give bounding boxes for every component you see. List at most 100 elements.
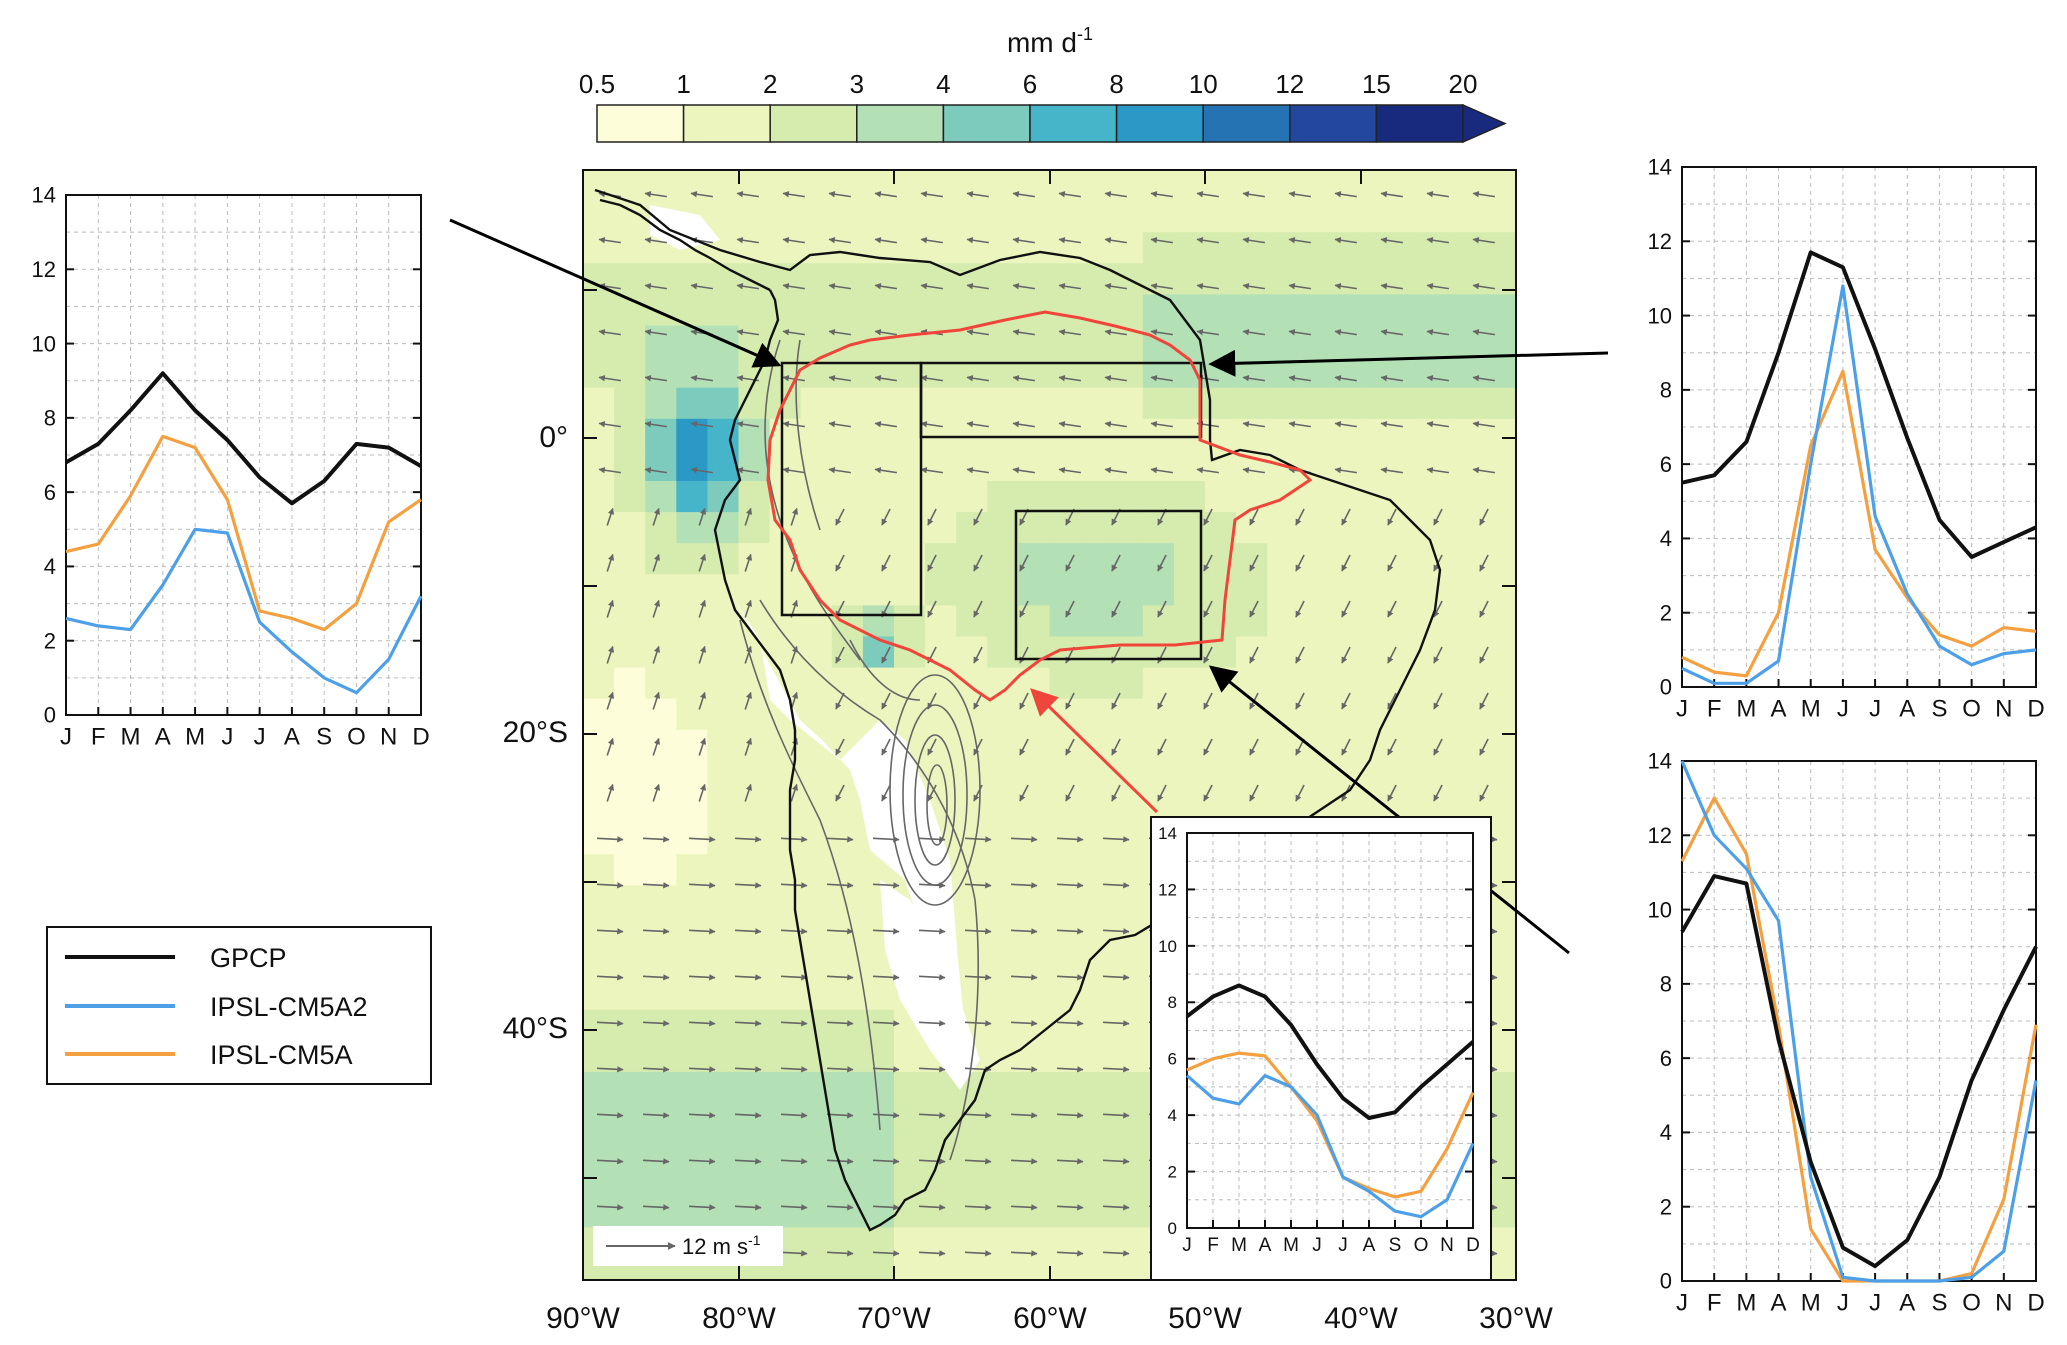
wind-vector xyxy=(1472,375,1495,382)
precip-cell xyxy=(1298,605,1330,638)
precip-cell xyxy=(769,232,802,264)
precip-cell xyxy=(831,636,864,669)
wind-vector xyxy=(1058,467,1081,474)
wind-vector xyxy=(1157,554,1167,572)
precip-cell xyxy=(1205,356,1237,389)
y-tick-label: 12 xyxy=(32,257,56,282)
wind-vector xyxy=(744,645,753,664)
arrow-to-amazon-basin xyxy=(1030,688,1159,814)
precip-cell xyxy=(1453,667,1486,700)
precip-cell xyxy=(1142,481,1175,513)
precip-cell xyxy=(1049,543,1082,575)
colorbar-tick-label: 15 xyxy=(1362,69,1391,99)
x-tick-label: D xyxy=(2027,1290,2044,1317)
wind-vector xyxy=(1433,646,1443,664)
precip-cell xyxy=(1080,512,1113,544)
precip-cell xyxy=(1236,574,1268,606)
wind-vector xyxy=(1295,692,1305,710)
precip-cell xyxy=(614,1071,646,1104)
precip-cell xyxy=(800,170,833,202)
precip-cell xyxy=(707,294,740,327)
wind-vector xyxy=(642,1112,670,1119)
precip-cell xyxy=(987,201,1019,233)
wind-vector xyxy=(1479,646,1489,664)
precip-cell xyxy=(769,605,802,638)
wind-vector xyxy=(1288,421,1311,428)
south-america-coastline xyxy=(594,188,1442,1232)
wind-vector xyxy=(1433,784,1443,802)
precip-cell xyxy=(800,1258,833,1280)
precip-cell xyxy=(1267,667,1299,700)
precip-cell xyxy=(1018,1227,1051,1260)
precip-cell xyxy=(831,294,864,327)
precip-cell xyxy=(1391,698,1424,731)
wind-vector xyxy=(644,191,667,198)
colorbar-cell xyxy=(769,104,858,143)
precip-cell xyxy=(1298,201,1330,233)
precip-cell xyxy=(1111,232,1144,264)
colorbar-cell xyxy=(942,104,1031,143)
precip-cell xyxy=(956,294,988,327)
wind-vector xyxy=(1104,421,1127,428)
colorbar-cells xyxy=(596,103,1507,144)
precip-cell xyxy=(1018,263,1051,295)
wind-vector xyxy=(642,928,670,935)
y-tick-label: 14 xyxy=(1648,155,1672,180)
wind-vector xyxy=(1056,1204,1084,1211)
precip-cell xyxy=(738,916,771,949)
wind-vector xyxy=(598,237,621,244)
precip-cell xyxy=(1049,170,1082,202)
precip-cell xyxy=(1298,418,1330,451)
wind-vector xyxy=(1341,646,1351,664)
precip-cell xyxy=(1018,387,1051,420)
y-tick-label: 0 xyxy=(1660,1269,1672,1294)
precip-cell xyxy=(831,481,864,513)
precip-cell xyxy=(738,1071,771,1104)
precip-cell xyxy=(645,543,677,575)
wind-vector xyxy=(1387,738,1397,756)
lat-label: 40°S xyxy=(503,1012,568,1045)
x-tick-label: F xyxy=(1707,696,1722,723)
wind-vector xyxy=(1157,738,1167,756)
precip-cell xyxy=(1049,449,1082,482)
wind-vector xyxy=(1295,646,1305,664)
precip-cell xyxy=(645,1009,677,1042)
precip-cell xyxy=(1329,636,1362,669)
precip-cell xyxy=(956,574,988,606)
precip-cell xyxy=(956,854,988,886)
y-tick-label: 8 xyxy=(1660,378,1672,403)
wind-vector xyxy=(1196,237,1219,244)
precip-cell xyxy=(987,1103,1019,1135)
precip-cell xyxy=(1329,232,1362,264)
wind-vector xyxy=(1056,1158,1084,1165)
precip-cell xyxy=(1453,201,1486,233)
precip-cell xyxy=(1049,481,1082,513)
precip-cell xyxy=(1049,232,1082,264)
wind-vector xyxy=(780,1250,808,1257)
wind-vector xyxy=(826,1158,854,1165)
precip-cell xyxy=(1111,885,1144,917)
precip-cell xyxy=(831,1040,864,1073)
precip-cell xyxy=(1173,201,1206,233)
precip-cell xyxy=(862,263,895,295)
wind-vector xyxy=(1479,508,1489,526)
wind-vector xyxy=(1010,1250,1038,1257)
precip-cell xyxy=(831,1227,864,1260)
wind-vector xyxy=(734,1020,762,1027)
wind-vector xyxy=(690,283,713,290)
precip-cell xyxy=(987,325,1019,358)
x-tick-label: O xyxy=(347,724,366,751)
precip-cell xyxy=(738,1196,771,1228)
precip-cell xyxy=(614,481,646,513)
precip-cell xyxy=(800,325,833,358)
wind-vector xyxy=(596,1158,624,1165)
x-tick-label: M xyxy=(1231,1235,1247,1256)
precip-cell xyxy=(894,325,926,358)
precip-cell xyxy=(1080,1258,1113,1280)
precip-cell xyxy=(1267,232,1299,264)
precip-cell xyxy=(1267,263,1299,295)
precip-cell xyxy=(1360,543,1393,575)
wind-vector xyxy=(1010,1066,1038,1073)
wind-vector xyxy=(642,1066,670,1073)
wind-vector xyxy=(966,191,989,198)
